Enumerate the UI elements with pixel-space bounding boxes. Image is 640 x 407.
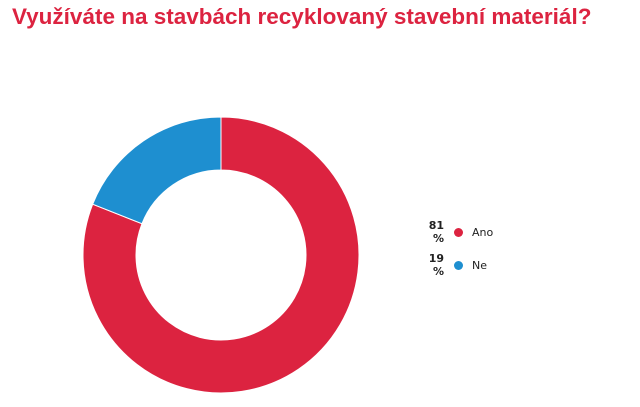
- legend-item-ano[interactable]: 81 % Ano: [414, 219, 494, 245]
- chart-title: Využíváte na stavbách recyklovaný staveb…: [12, 4, 592, 29]
- legend: 81 % Ano 19 % Ne: [414, 219, 494, 290]
- legend-item-ne[interactable]: 19 % Ne: [414, 252, 493, 278]
- legend-label-ne: Ne: [472, 258, 487, 272]
- legend-pct-ano: 81 %: [428, 219, 444, 245]
- legend-dot-ano: [454, 227, 463, 237]
- legend-dot-ne: [454, 260, 463, 270]
- legend-pct-ne: 19 %: [428, 252, 444, 278]
- slice-ne[interactable]: [92, 116, 222, 225]
- legend-label-ano: Ano: [472, 225, 494, 239]
- slice-ano[interactable]: [82, 116, 360, 394]
